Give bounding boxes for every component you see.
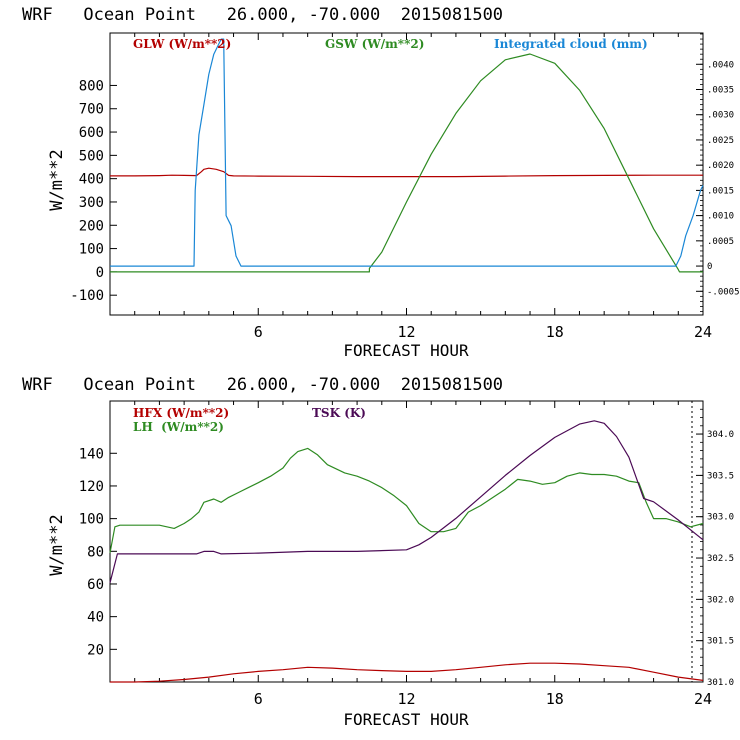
y2-tick-label: .0010 <box>707 212 734 222</box>
y-tick-label: 200 <box>79 218 104 234</box>
chart-top-ylabel: W/m**2 <box>47 149 67 210</box>
top-series-gsw-line <box>110 53 703 273</box>
y2-tick-label: .0020 <box>707 161 734 171</box>
y-tick-label: 700 <box>79 102 104 118</box>
y-tick-label: 100 <box>79 512 104 528</box>
y2-tick-label: 301.5 <box>707 637 734 647</box>
chart-top-xlabel: FORECAST HOUR <box>343 341 469 360</box>
y-tick-label: 0 <box>96 265 104 281</box>
legend-lh: LH (W/m**2) <box>133 420 224 434</box>
y-tick-label: 600 <box>79 125 104 141</box>
y2-tick-label: 304.0 <box>707 430 734 440</box>
y2-tick-label: 0 <box>707 262 712 272</box>
y-tick-label: 40 <box>87 610 104 626</box>
chart-bottom-title: WRF Ocean Point 26.000, -70.000 20150815… <box>22 375 503 395</box>
chart-bottom-ticks: 6 12 18 24 140 120 100 80 60 40 20 304.0 303.5 303.0 3… <box>79 401 734 708</box>
y2-tick-label: .0040 <box>707 60 734 70</box>
x-tick-label: 6 <box>254 690 263 708</box>
chart-bottom-frame <box>109 400 704 683</box>
y2-tick-label: 303.5 <box>707 471 734 481</box>
y2-tick-label: .0035 <box>707 86 734 96</box>
legend-hfx: HFX (W/m**2) <box>133 406 229 420</box>
legend-gsw: GSW (W/m**2) <box>325 37 424 51</box>
y2-tick-label: 303.0 <box>707 513 734 523</box>
chart-top: WRF Ocean Point 26.000, -70.000 20150815… <box>22 5 740 360</box>
y2-tick-label: .0025 <box>707 136 734 146</box>
y-tick-label: 800 <box>79 78 104 94</box>
y2-tick-label: -.0005 <box>707 287 740 297</box>
bottom-series-tsk-line <box>109 420 704 583</box>
legend-glw: GLW (W/m**2) <box>133 37 231 51</box>
y2-tick-label: 301.0 <box>707 678 734 688</box>
legend-cloud: Integrated cloud (mm) <box>494 37 648 51</box>
chart-bottom-series <box>109 420 704 683</box>
x-tick-label: 6 <box>254 323 263 341</box>
y-tick-label: 300 <box>79 195 104 211</box>
y-tick-label: 400 <box>79 172 104 188</box>
chart-top-series <box>110 38 704 273</box>
y2-tick-label: 302.5 <box>707 554 734 564</box>
bottom-series-hfx-line <box>110 662 704 683</box>
chart-top-ticks: 6 12 18 24 800 700 600 500 400 300 200 100 0 -100 .004… <box>70 33 740 341</box>
chart-bottom-ylabel: W/m**2 <box>47 514 67 575</box>
y-tick-label: 140 <box>79 446 104 462</box>
y-tick-label: 60 <box>87 577 104 593</box>
y-tick-label: -100 <box>70 288 104 304</box>
y-tick-label: 80 <box>87 544 104 560</box>
chart-top-title: WRF Ocean Point 26.000, -70.000 20150815… <box>22 5 503 25</box>
legend-tsk: TSK (K) <box>312 406 366 420</box>
y2-tick-label: .0015 <box>707 186 734 196</box>
y2-tick-label: .0030 <box>707 111 734 121</box>
bottom-series-lh-line <box>109 447 704 554</box>
top-series-glw-line <box>110 167 703 178</box>
x-tick-label: 24 <box>694 323 712 341</box>
y2-tick-label: .0005 <box>707 237 734 247</box>
x-tick-label: 24 <box>694 690 712 708</box>
x-tick-label: 18 <box>546 690 564 708</box>
chart-bottom-xlabel: FORECAST HOUR <box>343 710 469 729</box>
y-tick-label: 120 <box>79 479 104 495</box>
x-tick-label: 12 <box>397 690 415 708</box>
y-tick-label: 500 <box>79 148 104 164</box>
top-series-cloud-line <box>110 38 704 267</box>
y-tick-label: 20 <box>87 642 104 658</box>
x-tick-label: 18 <box>546 323 564 341</box>
y-tick-label: 100 <box>79 242 104 258</box>
chart-bottom: WRF Ocean Point 26.000, -70.000 20150815… <box>22 375 734 729</box>
x-tick-label: 12 <box>397 323 415 341</box>
y2-tick-label: 302.0 <box>707 595 734 605</box>
